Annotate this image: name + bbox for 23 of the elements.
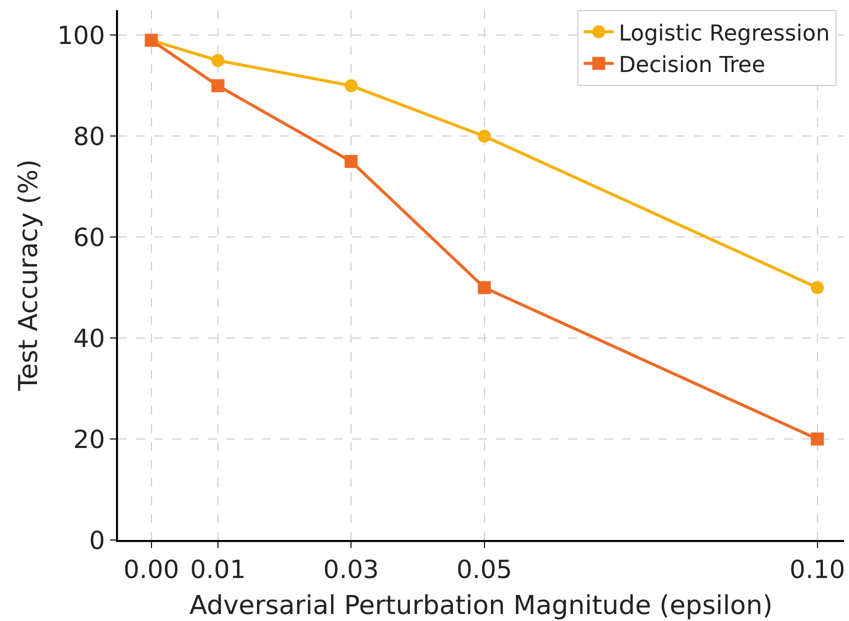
y-tick-label: 20 [73, 424, 105, 454]
x-tick-label: 0.01 [190, 555, 246, 584]
point [344, 79, 358, 92]
x-tick-label: 0.05 [456, 555, 512, 584]
y-axis-title: Test Accuracy (%) [14, 159, 44, 392]
point [478, 281, 491, 294]
point [344, 154, 358, 168]
y-tick-label: 0 [89, 526, 105, 555]
legend-label: Logistic Regression [618, 21, 830, 46]
y-tick-label: 60 [73, 222, 105, 252]
x-tick-label: 0.10 [790, 555, 846, 584]
x-axis-title: Adversarial Perturbation Magnitude (epsilon) [189, 591, 773, 621]
point [810, 281, 824, 294]
point [211, 54, 224, 67]
legend-label: Decision Tree [618, 52, 766, 78]
y-tick-label: 40 [73, 324, 105, 353]
point [478, 130, 491, 143]
x-tick-label: 0.00 [123, 555, 180, 584]
y-tick-label: 80 [73, 122, 105, 151]
point [211, 79, 224, 92]
x-tick-label: 0.03 [323, 555, 379, 584]
point [810, 432, 824, 446]
y-tick-label: 100 [57, 20, 105, 50]
